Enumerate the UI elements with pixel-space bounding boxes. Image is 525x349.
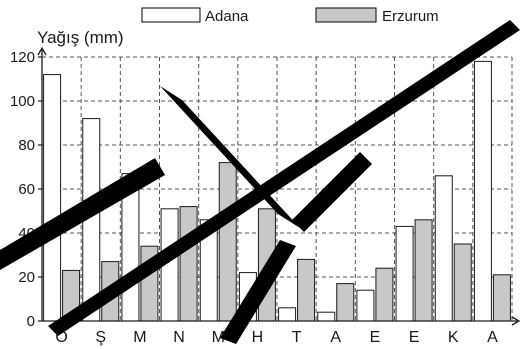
bar-adana	[317, 311, 336, 322]
x-tick-label: E	[409, 329, 420, 346]
watermark-stroke-4	[292, 152, 372, 232]
legend-label-adana: Adana	[205, 8, 249, 25]
bar-adana	[278, 307, 297, 322]
bar-erzurum	[218, 162, 237, 322]
axes	[37, 46, 521, 326]
x-tick-label: A	[330, 329, 341, 346]
x-tick-label: N	[173, 329, 185, 346]
bar-adana	[434, 175, 453, 322]
bar-erzurum	[492, 274, 511, 322]
watermark-stroke-1	[48, 20, 520, 336]
y-axis-arrow	[37, 46, 47, 56]
bar-adana	[43, 74, 62, 322]
legend: Adana Erzurum	[141, 7, 439, 25]
y-axis-label: Yağış (mm)	[37, 28, 124, 47]
x-tick-label: K	[448, 329, 459, 346]
bar-adana	[395, 225, 414, 322]
y-tick-label: 80	[18, 137, 35, 154]
y-tick-label: 120	[10, 49, 35, 66]
bar-adana	[473, 60, 492, 322]
x-tick-label: Ş	[95, 329, 106, 346]
legend-label-erzurum: Erzurum	[382, 8, 439, 25]
x-axis-arrow	[511, 316, 521, 326]
y-tick-label: 100	[10, 93, 35, 110]
y-tick-label: 20	[18, 269, 35, 286]
x-tick-label: M	[133, 329, 146, 346]
x-tick-label: E	[370, 329, 381, 346]
legend-swatch-adana	[141, 7, 201, 23]
bar-erzurum	[414, 219, 433, 322]
bar-erzurum	[179, 206, 198, 322]
x-tick-label: M	[212, 329, 225, 346]
grid-lines	[42, 56, 513, 321]
watermark-stroke-5	[220, 240, 296, 344]
watermark	[0, 20, 520, 344]
legend-swatch-erzurum	[315, 7, 377, 23]
watermark-stroke-2	[0, 158, 165, 270]
bar-erzurum	[336, 283, 355, 322]
bar-erzurum	[375, 267, 394, 322]
y-tick-label: 0	[27, 313, 35, 330]
x-tick-label: H	[252, 329, 264, 346]
y-tick-label: 60	[18, 181, 35, 198]
x-tick-label: T	[292, 329, 302, 346]
watermark-stroke-3	[160, 86, 300, 228]
x-tick-label: A	[487, 329, 498, 346]
bar-erzurum	[453, 243, 472, 322]
bar-adana	[356, 289, 375, 322]
bar-erzurum	[297, 258, 316, 322]
